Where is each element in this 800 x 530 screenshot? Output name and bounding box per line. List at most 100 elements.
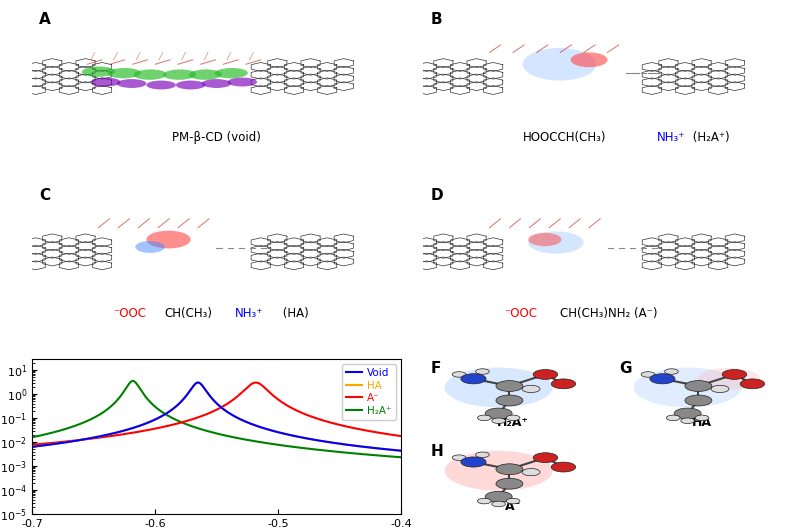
HA <box>295 434 305 440</box>
Ellipse shape <box>135 241 165 253</box>
Circle shape <box>681 418 694 423</box>
HA <box>27 444 37 450</box>
HA <box>385 446 394 453</box>
Circle shape <box>522 385 540 393</box>
Void <box>396 447 406 454</box>
Ellipse shape <box>202 79 231 88</box>
Void <box>185 387 194 394</box>
Circle shape <box>485 408 512 419</box>
Circle shape <box>666 415 680 421</box>
Text: ⁻OOC: ⁻OOC <box>504 306 538 320</box>
Line: H₂A⁺: H₂A⁺ <box>32 381 401 457</box>
H₂A⁺ <box>396 454 406 461</box>
Circle shape <box>478 498 491 504</box>
Circle shape <box>534 369 558 379</box>
H₂A⁺ <box>366 452 376 458</box>
Circle shape <box>452 455 466 461</box>
Line: A⁻: A⁻ <box>32 383 401 445</box>
Circle shape <box>522 469 540 476</box>
Void <box>295 434 305 440</box>
Ellipse shape <box>163 69 196 80</box>
Circle shape <box>711 385 729 393</box>
A⁻ <box>27 441 37 448</box>
Text: B: B <box>430 12 442 28</box>
HA <box>194 379 203 386</box>
HA <box>366 445 376 451</box>
Ellipse shape <box>445 368 553 408</box>
Circle shape <box>551 462 576 472</box>
Circle shape <box>492 418 506 423</box>
Text: H₂A⁺: H₂A⁺ <box>497 417 529 429</box>
Text: PM-β-CD (void): PM-β-CD (void) <box>172 131 261 144</box>
Ellipse shape <box>522 48 597 81</box>
A⁻ <box>185 417 194 423</box>
H₂A⁺ <box>385 453 394 460</box>
HA <box>185 387 194 394</box>
H₂A⁺ <box>128 378 138 384</box>
H₂A⁺ <box>202 428 212 434</box>
Legend: Void, HA, A⁻, H₂A⁺: Void, HA, A⁻, H₂A⁺ <box>342 364 396 420</box>
Ellipse shape <box>146 81 176 90</box>
HA <box>182 392 192 398</box>
Circle shape <box>478 415 491 421</box>
Text: HA: HA <box>692 417 712 429</box>
Text: (HA): (HA) <box>279 306 309 320</box>
Text: NH₃⁺: NH₃⁺ <box>235 306 263 320</box>
A⁻ <box>396 433 406 439</box>
Text: CH(CH₃)NH₂ (A⁻): CH(CH₃)NH₂ (A⁻) <box>559 306 657 320</box>
Circle shape <box>496 395 523 406</box>
Ellipse shape <box>117 79 146 88</box>
Circle shape <box>492 501 506 507</box>
Ellipse shape <box>528 232 583 254</box>
Ellipse shape <box>528 233 562 246</box>
H₂A⁺ <box>295 445 305 451</box>
Ellipse shape <box>82 66 115 77</box>
Text: H: H <box>430 444 443 459</box>
Circle shape <box>461 457 486 467</box>
HA <box>202 390 212 396</box>
HA <box>396 447 406 454</box>
Ellipse shape <box>227 77 257 86</box>
Line: Void: Void <box>32 383 401 450</box>
Circle shape <box>534 453 558 463</box>
Text: C: C <box>39 188 50 202</box>
Text: F: F <box>430 361 441 376</box>
Text: (H₂A⁺): (H₂A⁺) <box>689 131 730 144</box>
Circle shape <box>496 381 523 392</box>
Ellipse shape <box>91 77 121 86</box>
Void <box>366 445 376 451</box>
H₂A⁺ <box>186 422 195 429</box>
Circle shape <box>496 478 523 489</box>
Circle shape <box>506 498 520 504</box>
Void <box>194 379 203 386</box>
Circle shape <box>496 464 523 475</box>
Text: A: A <box>39 12 51 28</box>
Ellipse shape <box>445 451 553 491</box>
A⁻ <box>366 428 376 435</box>
Circle shape <box>476 369 490 374</box>
Circle shape <box>685 395 712 406</box>
A⁻ <box>251 379 261 386</box>
Circle shape <box>740 379 765 389</box>
Void <box>27 444 37 450</box>
Circle shape <box>485 491 512 502</box>
Ellipse shape <box>570 52 607 67</box>
Circle shape <box>665 369 678 374</box>
H₂A⁺ <box>27 434 37 440</box>
Ellipse shape <box>214 68 248 78</box>
Circle shape <box>461 374 486 384</box>
Void <box>202 390 212 396</box>
A⁻ <box>385 431 394 438</box>
Circle shape <box>685 381 712 392</box>
Circle shape <box>551 379 576 389</box>
A⁻ <box>182 418 192 424</box>
Circle shape <box>476 452 490 457</box>
Circle shape <box>452 372 466 377</box>
A⁻ <box>202 411 212 417</box>
Ellipse shape <box>146 231 190 249</box>
Text: NH₃⁺: NH₃⁺ <box>658 131 686 144</box>
Ellipse shape <box>634 368 742 408</box>
Text: ⁻OOC: ⁻OOC <box>113 306 146 320</box>
Line: HA: HA <box>32 383 401 450</box>
Ellipse shape <box>134 69 166 80</box>
